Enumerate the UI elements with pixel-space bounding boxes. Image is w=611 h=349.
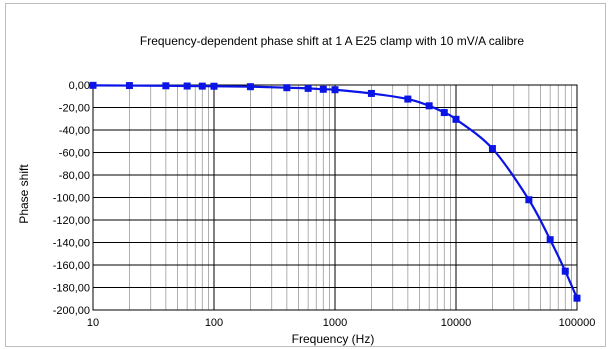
- y-axis-title: Phase shift: [17, 164, 31, 224]
- data-point: [367, 89, 375, 97]
- data-point: [404, 95, 412, 103]
- x-tick-label: 10: [87, 317, 99, 329]
- data-point: [246, 83, 254, 91]
- data-point: [488, 145, 496, 153]
- data-point: [210, 82, 218, 90]
- data-point: [573, 294, 581, 302]
- data-point: [198, 82, 206, 90]
- y-tick-label: 0,00: [69, 80, 90, 92]
- data-point: [561, 267, 569, 275]
- data-point: [283, 84, 291, 92]
- data-point: [162, 82, 170, 90]
- x-tick-label: 100000: [559, 317, 596, 329]
- chart-title: Frequency-dependent phase shift at 1 A E…: [140, 34, 525, 48]
- x-tick-label: 1000: [323, 317, 347, 329]
- data-point: [452, 115, 460, 123]
- y-tick-label: -60,00: [59, 148, 90, 160]
- x-axis-title: Frequency (Hz): [292, 332, 375, 346]
- x-tick-label: 100: [205, 317, 223, 329]
- data-point: [546, 236, 554, 244]
- data-point: [125, 82, 133, 90]
- y-tick-label: -80,00: [59, 170, 90, 182]
- y-tick-label: -200,00: [53, 305, 90, 317]
- grid: [93, 85, 577, 310]
- phase-shift-chart: Frequency-dependent phase shift at 1 A E…: [17, 34, 596, 346]
- y-tick-label: -140,00: [53, 238, 90, 250]
- data-point: [440, 109, 448, 117]
- tick-labels: 0,00 -20,00 -40,00 -60,00 -80,00 -100,00 -120,…: [53, 80, 596, 329]
- y-tick-label: -160,00: [53, 260, 90, 272]
- series-layer: [89, 81, 581, 302]
- data-point: [331, 86, 339, 94]
- data-point: [89, 81, 97, 89]
- data-point: [525, 196, 533, 204]
- data-point: [319, 85, 327, 93]
- plot-area: [92, 84, 578, 311]
- y-tick-label: -40,00: [59, 125, 90, 137]
- y-tick-label: -180,00: [53, 283, 90, 295]
- data-point: [425, 102, 433, 110]
- y-tick-label: -100,00: [53, 193, 90, 205]
- x-tick-label: 10000: [441, 317, 472, 329]
- data-point: [183, 82, 191, 90]
- chart-frame: Frequency-dependent phase shift at 1 A E…: [5, 3, 606, 347]
- y-tick-label: -120,00: [53, 215, 90, 227]
- y-tick-label: -20,00: [59, 103, 90, 115]
- data-point: [304, 84, 312, 92]
